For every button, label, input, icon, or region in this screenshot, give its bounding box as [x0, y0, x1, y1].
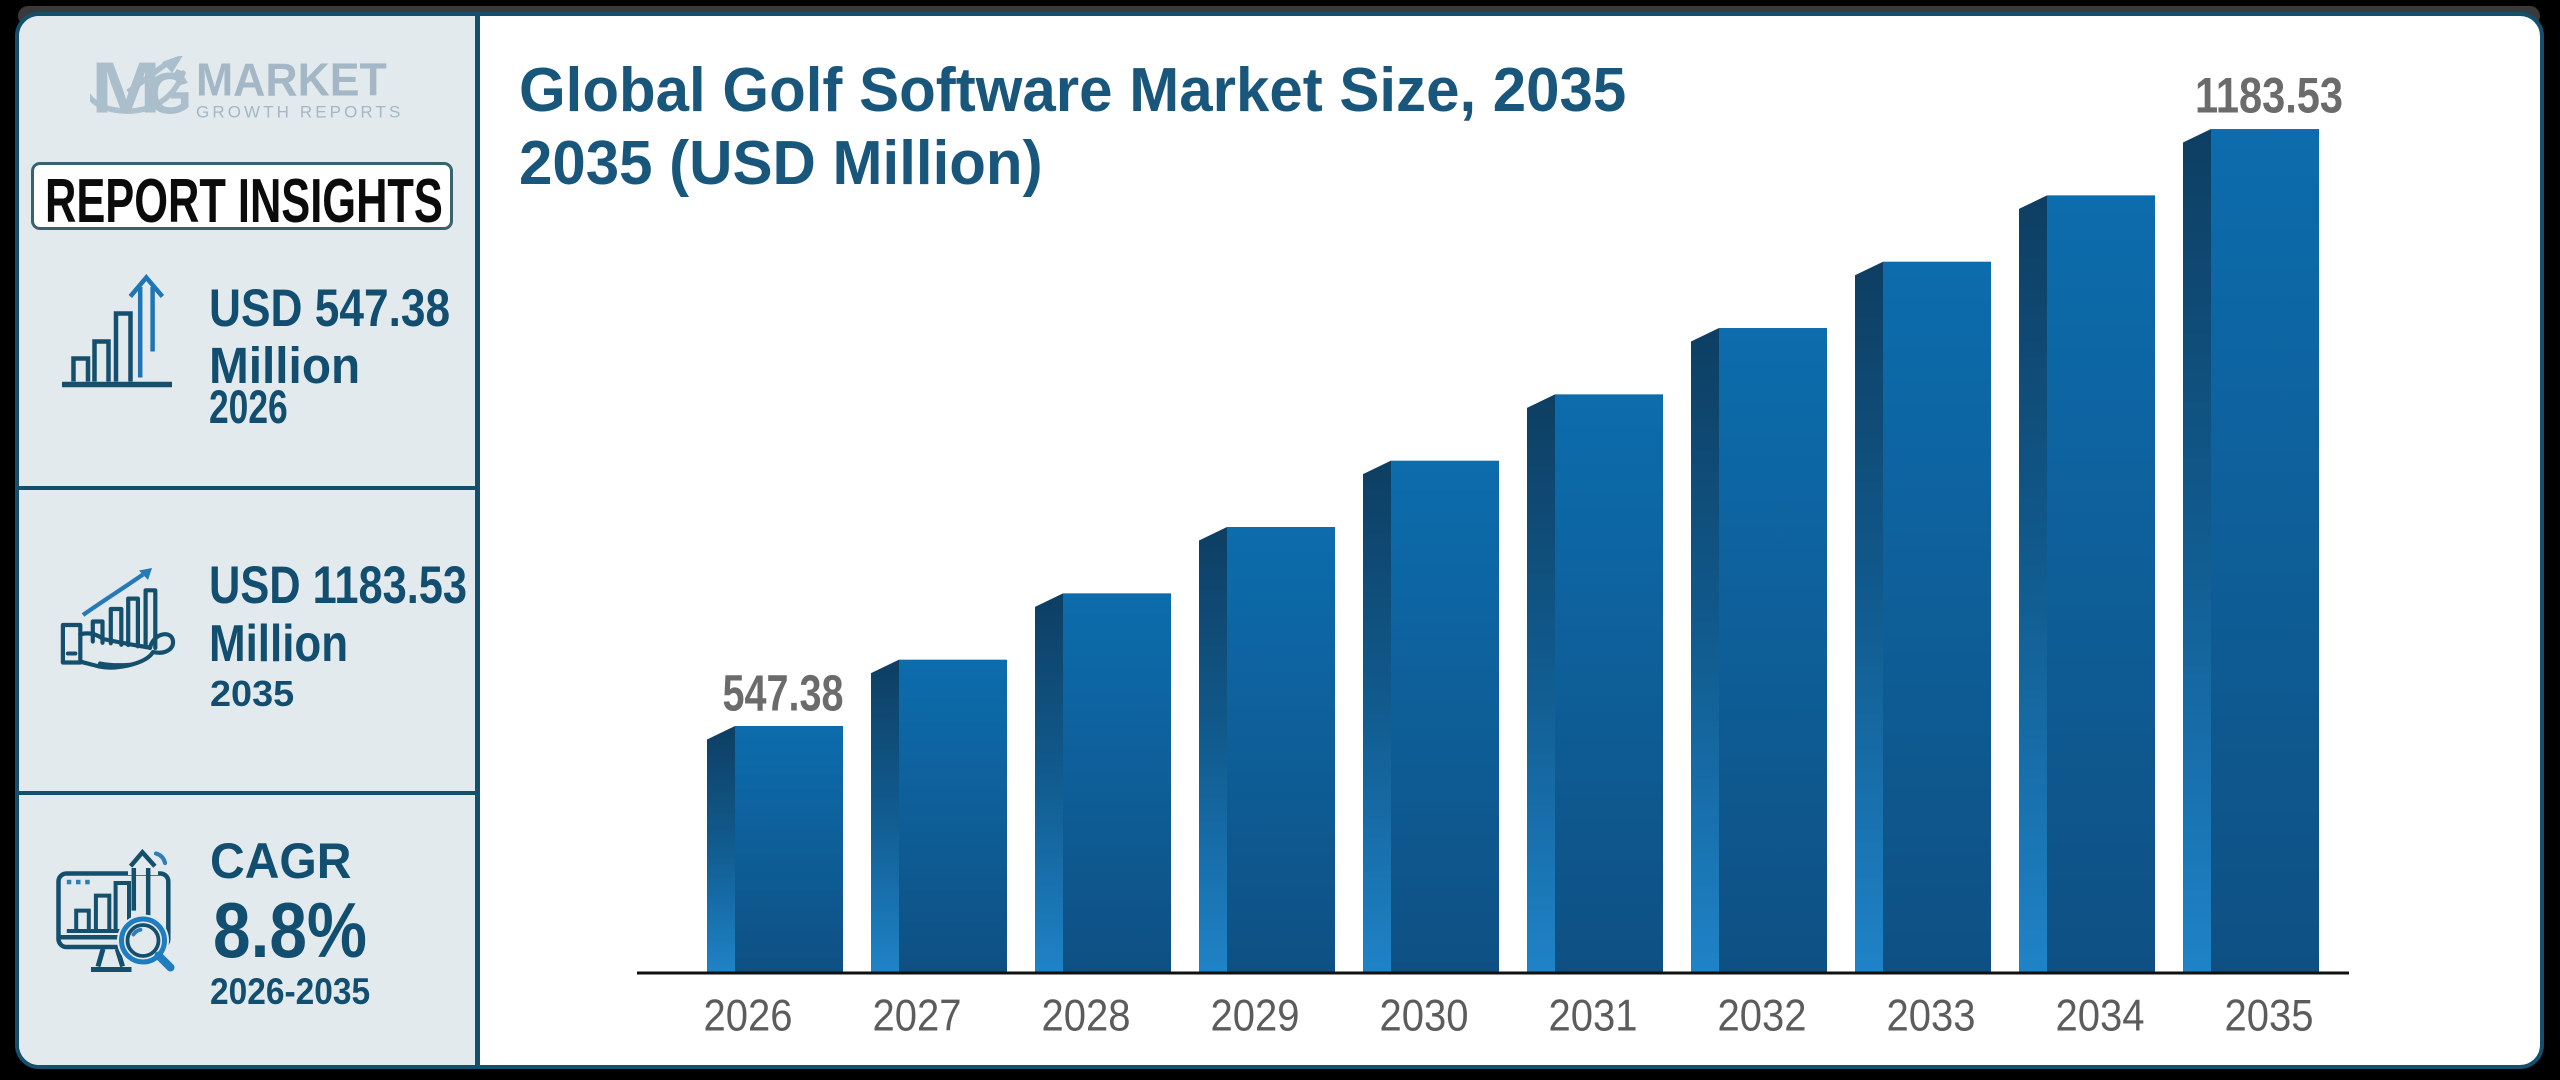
svg-text:2028: 2028 — [1042, 992, 1131, 1041]
svg-text:GROWTH REPORTS: GROWTH REPORTS — [196, 103, 402, 122]
svg-text:2034: 2034 — [2056, 992, 2145, 1041]
svg-text:2027: 2027 — [873, 992, 962, 1041]
svg-text:547.38: 547.38 — [723, 665, 844, 722]
svg-text:2026: 2026 — [704, 992, 793, 1041]
svg-text:2035: 2035 — [2225, 992, 2314, 1041]
svg-text:2029: 2029 — [1211, 992, 1300, 1041]
svg-text:2031: 2031 — [1549, 992, 1638, 1041]
svg-text:MARKET: MARKET — [196, 56, 387, 106]
svg-text:M: M — [91, 56, 161, 122]
svg-text:1183.53: 1183.53 — [2195, 67, 2343, 124]
svg-text:2030: 2030 — [1380, 992, 1469, 1041]
svg-text:2032: 2032 — [1718, 992, 1807, 1041]
svg-text:2033: 2033 — [1887, 992, 1976, 1041]
